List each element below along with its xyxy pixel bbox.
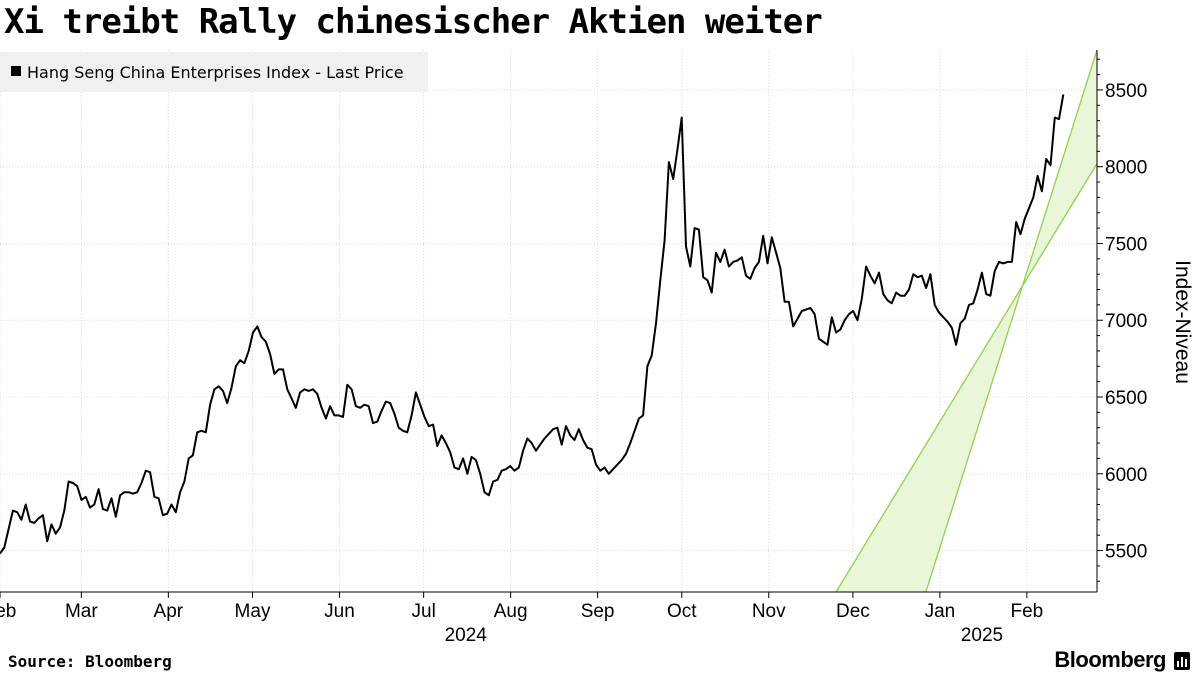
channel-upper-edge [925,49,1098,593]
year-label: 2024 [445,625,488,646]
y-tick-label: 7500 [1105,234,1147,255]
y-axis: 5500 6000 6500 7000 7500 8000 8500 Index-Niveau [1096,50,1194,592]
bloomberg-bar-icon [1174,652,1190,670]
y-axis-label: Index-Niveau [1171,260,1194,384]
legend-label: Hang Seng China Enterprises Index - Last… [27,63,404,82]
channel-lower-edge [835,163,1098,593]
legend-swatch [11,66,21,76]
x-tick-label: Jan [925,601,956,622]
source-note: Source: Bloomberg [8,652,172,671]
chart-title: Xi treibt Rally chinesischer Aktien weit… [4,2,823,42]
price-series [0,94,1065,555]
x-axis: Feb Mar Apr May Jun Jul Aug Sep Oct Nov Dec Jan Feb 2… [0,591,1097,646]
legend: Hang Seng China Enterprises Index - Last… [0,52,428,92]
x-tick-label: Apr [154,601,184,622]
x-tick-label: Jun [324,601,355,622]
x-tick-label: Oct [667,601,697,622]
x-tick-label: Aug [494,601,528,622]
y-tick-label: 8500 [1105,81,1147,102]
price-line [0,94,1065,555]
gridlines [0,50,1097,592]
x-tick-label: Mar [65,601,98,622]
y-tick-label: 6500 [1105,388,1147,409]
year-label: 2025 [961,625,1003,646]
x-tick-label: Feb [0,601,16,622]
channel-area [836,50,1097,592]
legend-box [0,52,428,92]
x-tick-label: Nov [752,601,786,622]
y-tick-label: 7000 [1105,311,1147,332]
x-tick-label: Jul [412,601,436,622]
y-tick-label: 6000 [1105,465,1147,486]
trend-channel [835,49,1098,593]
y-tick-label: 8000 [1105,158,1147,179]
x-tick-label: Sep [581,601,615,622]
bloomberg-logo: Bloomberg [1054,647,1166,672]
x-tick-label: May [235,601,271,622]
x-tick-label: Feb [1010,601,1043,622]
x-tick-label: Dec [836,601,870,622]
y-tick-label: 5500 [1105,542,1147,563]
